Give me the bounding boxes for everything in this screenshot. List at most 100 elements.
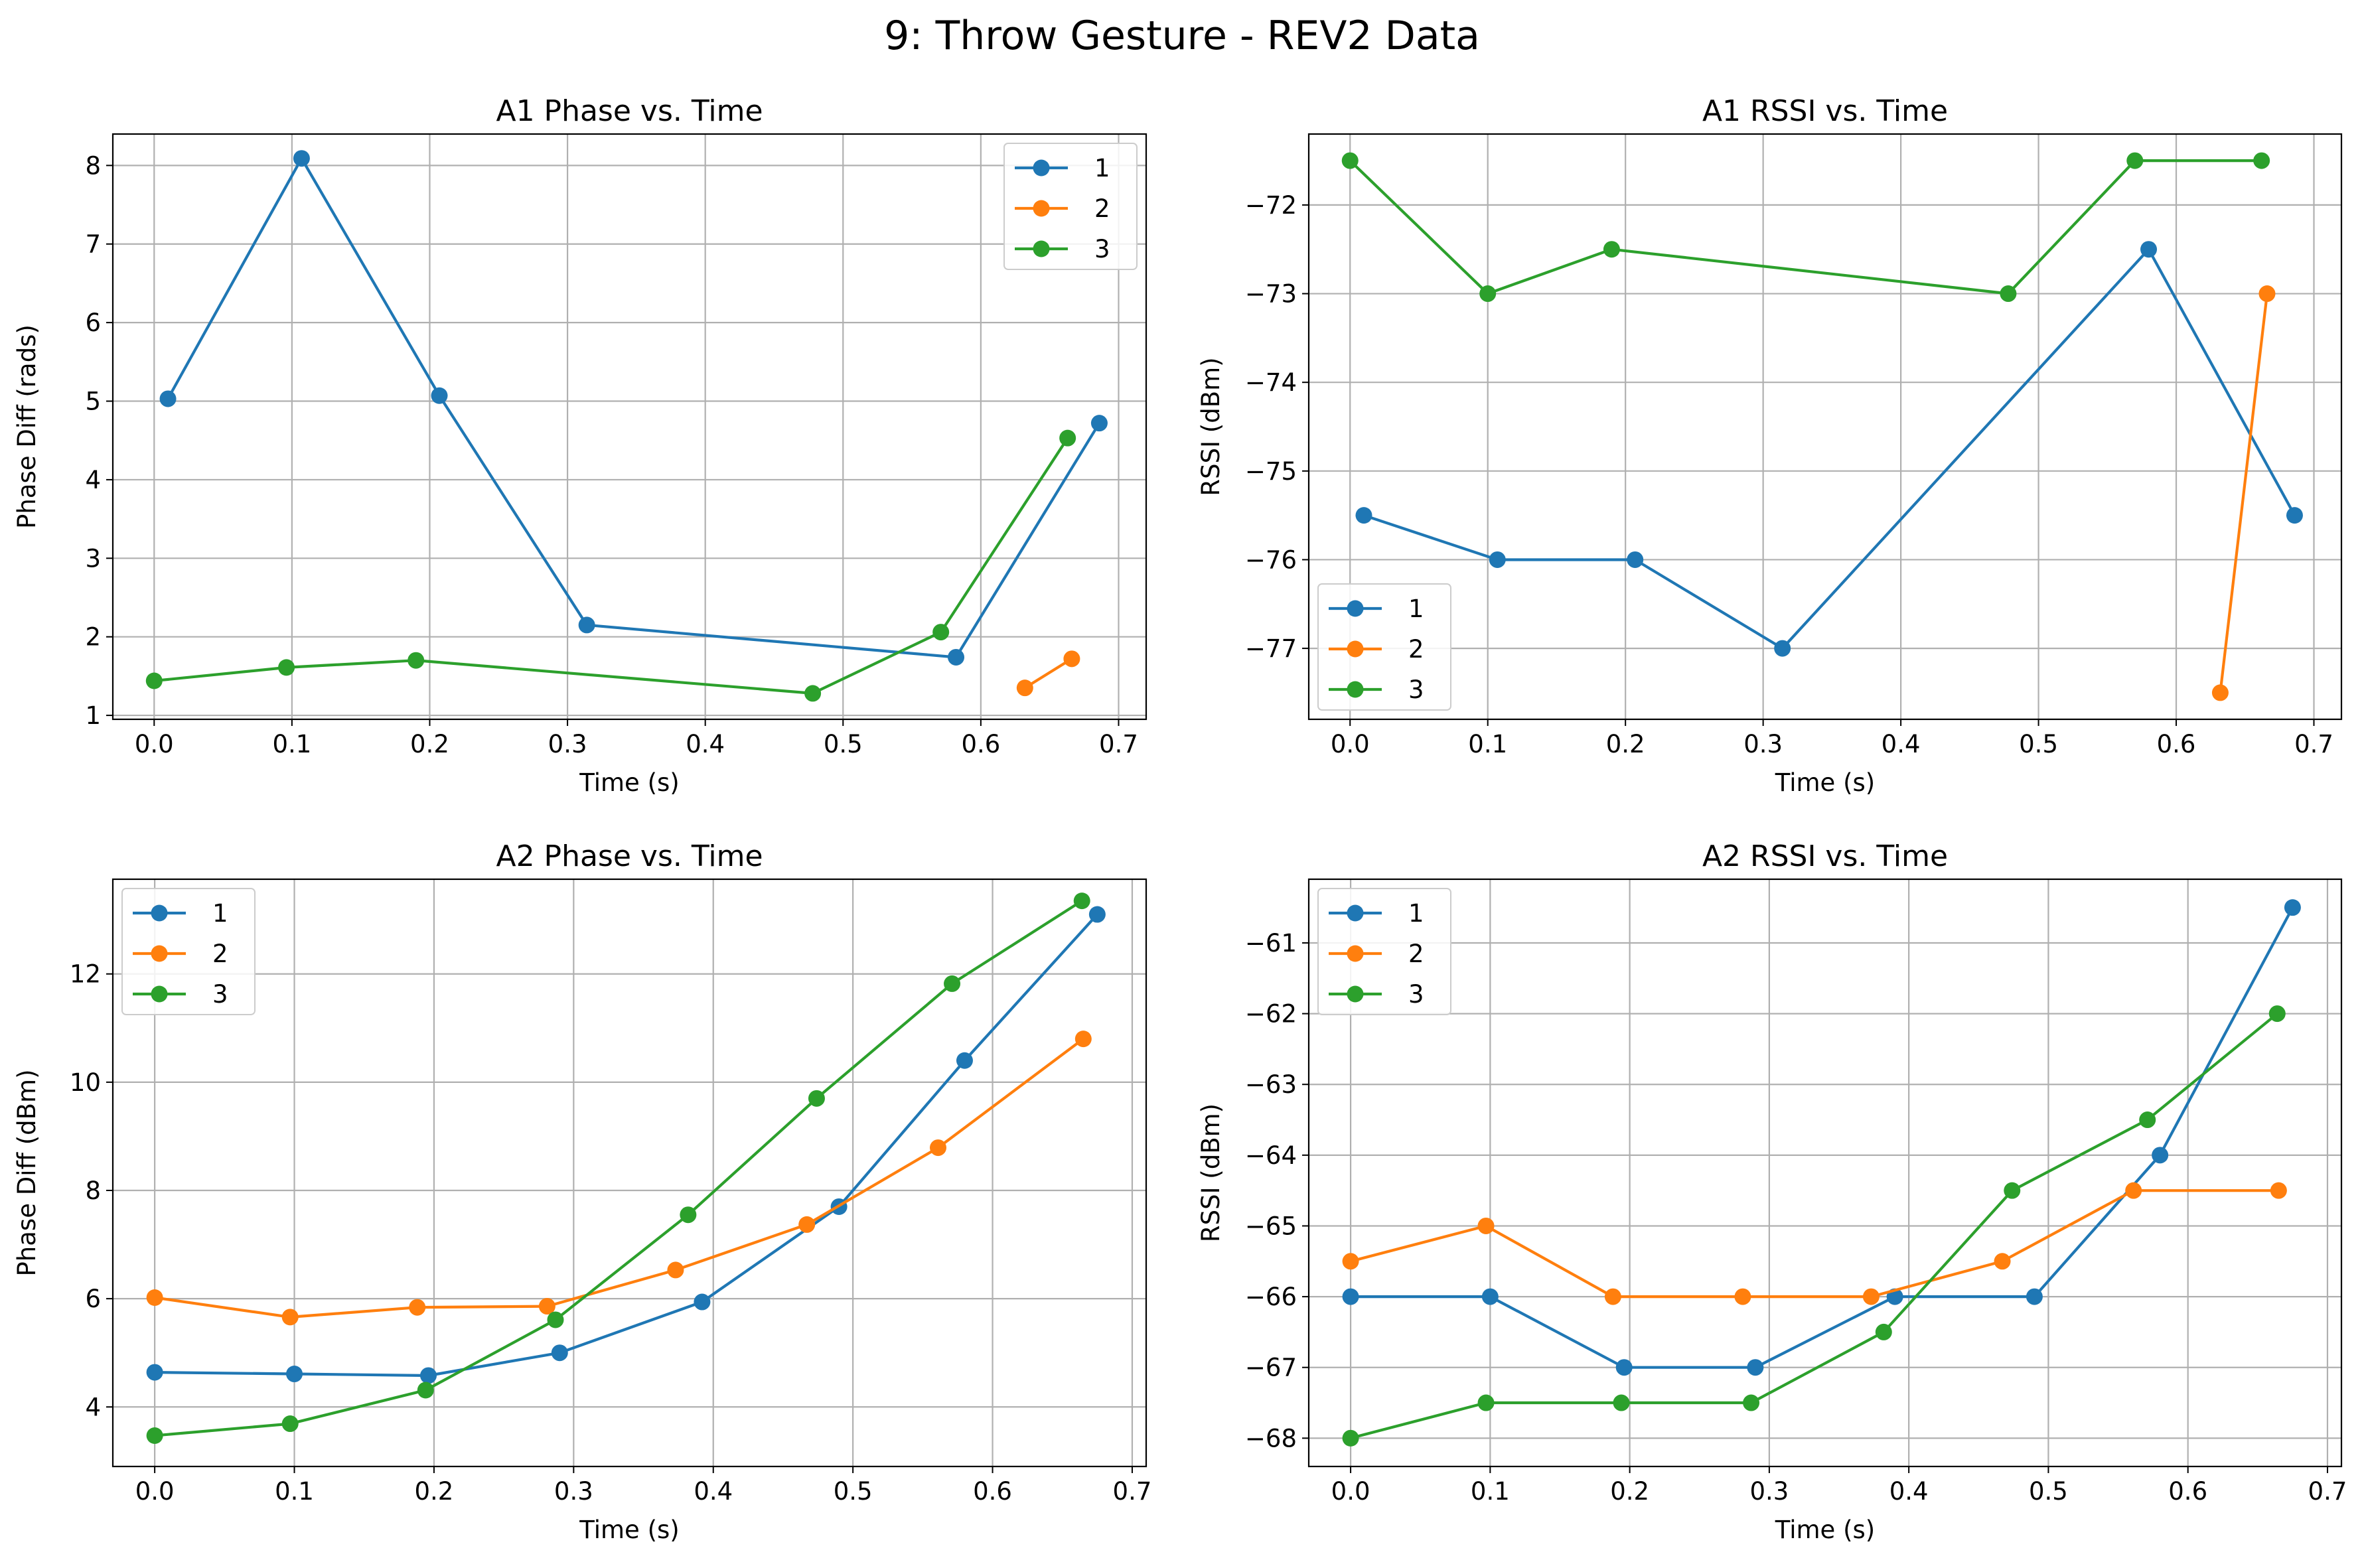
series-3-point <box>1603 241 1620 258</box>
y-tick-label: 6 <box>85 1285 101 1313</box>
series-2-line <box>1349 1189 2280 1299</box>
x-tick-label: 0.1 <box>1468 730 1507 758</box>
series-1-point <box>431 387 448 404</box>
y-tick-label: −61 <box>1245 929 1297 958</box>
a1-phase-chart: 0.0 0.1 0.2 0.3 0.4 0.5 0.6 0.7 1 2 3 4 5 6 7 8 A1 Phase… <box>13 94 1147 797</box>
x-axis-label: Time (s) <box>579 1516 679 1544</box>
chart-title: A2 RSSI vs. Time <box>1702 839 1948 873</box>
y-tick-label: 10 <box>70 1068 101 1097</box>
legend-label: 3 <box>1408 980 1424 1009</box>
y-tick-label: −76 <box>1245 545 1297 574</box>
x-tick-label: 0.4 <box>686 730 725 758</box>
x-tick-label: 0.4 <box>694 1477 733 1506</box>
legend-label: 1 <box>1408 595 1424 623</box>
legend-swatch-marker <box>151 904 168 922</box>
series-2-point <box>1063 650 1080 668</box>
x-tick-label: 0.2 <box>410 730 449 758</box>
x-tick-label: 0.6 <box>961 730 1000 758</box>
y-tick-label: −62 <box>1245 1000 1297 1029</box>
y-tick-label: −74 <box>1245 368 1297 397</box>
series-1-point <box>1615 1359 1633 1376</box>
y-tick-label: −63 <box>1245 1070 1297 1099</box>
series-1-point <box>293 150 310 167</box>
series-1-line <box>153 912 1100 1378</box>
y-tick-label: −68 <box>1245 1424 1297 1453</box>
x-tick-label: 0.2 <box>1606 730 1645 758</box>
series-3-point <box>1341 152 1359 169</box>
series-3-point <box>944 975 961 992</box>
chart-title: A1 RSSI vs. Time <box>1702 94 1948 128</box>
legend-label: 3 <box>212 980 228 1009</box>
legend-swatch-marker <box>1347 640 1364 658</box>
x-tick-label: 0.7 <box>1113 1477 1152 1506</box>
series-3-point <box>932 624 950 641</box>
y-tick-label: −75 <box>1245 457 1297 486</box>
legend-label: 2 <box>1408 635 1424 664</box>
x-tick-label: 0.3 <box>1743 730 1783 758</box>
x-tick-label: 0.7 <box>1099 730 1138 758</box>
series-1-point <box>1489 551 1506 568</box>
series-1-point <box>1342 1288 1359 1305</box>
series-2-point <box>1477 1217 1495 1234</box>
legend-label: 1 <box>1094 154 1110 182</box>
series-2-line <box>153 1036 1086 1319</box>
series-1-point <box>551 1344 568 1362</box>
legend: 1 2 3 <box>1003 143 1138 270</box>
legend-swatch-marker <box>1033 240 1050 257</box>
legend-label: 3 <box>1094 235 1110 263</box>
legend-label: 1 <box>1408 899 1424 928</box>
a2-rssi-chart: 0.0 0.1 0.2 0.3 0.4 0.5 0.6 0.7 −68 −67 −66 −65 −64 −… <box>1197 839 2347 1544</box>
chart-title: A1 Phase vs. Time <box>496 94 763 128</box>
series-1-point <box>159 390 177 407</box>
y-axis-label: Phase Diff (rads) <box>13 324 41 529</box>
series-1-point <box>1088 906 1106 923</box>
series-2-point <box>2258 285 2276 303</box>
plot-area <box>145 150 1108 702</box>
x-tick-label: 0.3 <box>1749 1477 1789 1506</box>
series-3-point <box>804 685 822 702</box>
series-3-point <box>2139 1111 2156 1129</box>
series-2-point <box>929 1139 946 1157</box>
x-tick-label: 0.0 <box>1331 1477 1370 1506</box>
x-axis-label: Time (s) <box>1775 768 1875 797</box>
x-tick-label: 0.6 <box>973 1477 1012 1506</box>
series-2-point <box>1342 1253 1359 1270</box>
series-3-line <box>152 436 1070 695</box>
y-axis-label: RSSI (dBm) <box>1197 1104 1225 1242</box>
series-2-point <box>1016 679 1033 697</box>
x-tick-label: 0.1 <box>272 730 311 758</box>
figure-title: 9: Throw Gesture - REV2 Data <box>884 13 1480 59</box>
y-tick-label: −72 <box>1245 191 1297 220</box>
x-axis-label: Time (s) <box>579 768 679 797</box>
series-1-point <box>1481 1288 1499 1305</box>
series-3-point <box>146 1427 163 1445</box>
legend-swatch-marker <box>1033 159 1050 177</box>
series-2-line <box>2219 292 2269 695</box>
series-1-point <box>420 1367 437 1384</box>
series-3-point <box>1059 429 1076 447</box>
series-1-line <box>1349 905 2295 1369</box>
series-3-point <box>547 1311 564 1328</box>
x-tick-label: 0.5 <box>834 1477 873 1506</box>
y-tick-label: 8 <box>85 1176 101 1205</box>
y-tick-label: −67 <box>1245 1354 1297 1382</box>
chart-title: A2 Phase vs. Time <box>496 839 763 873</box>
x-tick-label: 0.3 <box>554 1477 593 1506</box>
series-3-line <box>1348 159 2263 295</box>
series-2-point <box>667 1261 684 1279</box>
series-1-point <box>1355 507 1372 524</box>
series-3-point <box>278 659 295 676</box>
series-2-point <box>409 1299 426 1316</box>
series-1-point <box>2284 899 2301 916</box>
y-tick-label: 6 <box>85 309 101 337</box>
series-3-point <box>145 672 163 689</box>
plot-area <box>1341 152 2303 701</box>
x-tick-label: 0.4 <box>1882 730 1921 758</box>
series-1-point <box>578 616 595 634</box>
series-3-point <box>407 652 425 669</box>
series-3-point <box>1875 1323 1892 1340</box>
axes-frame <box>111 133 1147 721</box>
legend-swatch-marker <box>151 985 168 1003</box>
